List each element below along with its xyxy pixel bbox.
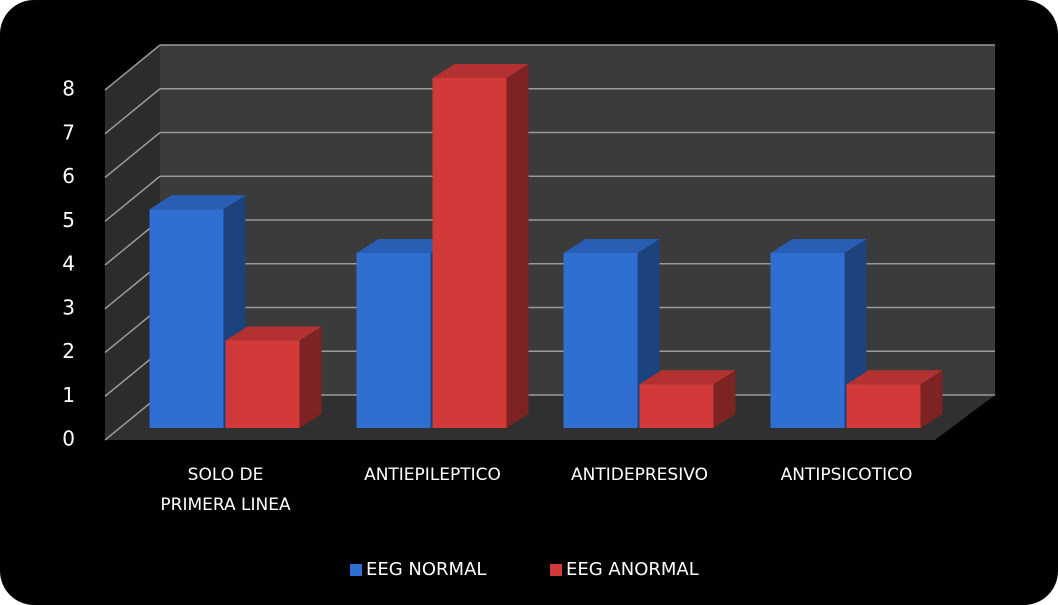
bar (225, 340, 300, 428)
bar-side (713, 370, 736, 428)
bar-top (149, 195, 246, 210)
bar (846, 384, 921, 428)
y-tick-label: 8 (62, 77, 75, 101)
legend-swatch (550, 564, 562, 576)
bar-side (299, 326, 322, 428)
y-tick-label: 1 (62, 383, 75, 407)
bar (356, 253, 431, 428)
legend-label: EEG ANORMAL (566, 559, 699, 580)
bar-top (225, 326, 322, 341)
bar (149, 209, 224, 428)
bar (639, 384, 714, 428)
grid-line (104, 44, 161, 91)
y-tick-label: 0 (62, 427, 75, 451)
grid-line (104, 175, 161, 222)
bar-top (356, 239, 453, 253)
bar-side (920, 370, 943, 428)
x-tick-label: SOLO DE PRIMERA LINEA (160, 465, 291, 515)
bar-side (506, 64, 529, 428)
y-tick-label: 7 (62, 120, 75, 144)
grid-line (104, 131, 161, 179)
bar (770, 253, 845, 428)
legend-swatch (350, 564, 362, 576)
y-tick-label: 5 (62, 208, 75, 232)
x-tick-label: ANTIPSICOTICO (780, 465, 913, 485)
bar-top (770, 239, 867, 253)
legend-label: EEG NORMAL (366, 559, 487, 580)
y-tick-label: 3 (62, 295, 75, 319)
x-tick-label: ANTIDEPRESIVO (571, 465, 708, 485)
grid-line (104, 88, 161, 135)
x-tick-label: ANTIEPILEPTICO (364, 465, 501, 485)
bar-top (846, 370, 943, 385)
bar-top (432, 64, 529, 78)
bar (563, 253, 638, 428)
bar-top (563, 239, 660, 253)
y-tick-label: 2 (62, 339, 75, 363)
bar (432, 78, 507, 428)
bar-top (639, 370, 736, 385)
y-tick-label: 4 (62, 252, 75, 276)
y-tick-label: 6 (62, 164, 75, 188)
